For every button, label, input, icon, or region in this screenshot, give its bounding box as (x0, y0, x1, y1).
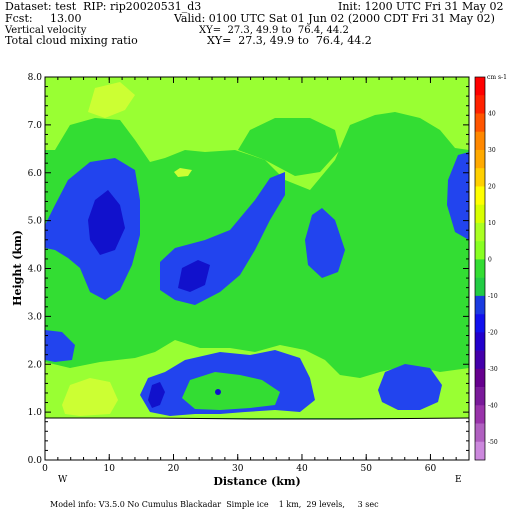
init-label: Init: 1200 UTC Fri 31 May 02 (338, 0, 504, 13)
colorbar-swatch (475, 222, 485, 242)
x-tick-label: 50 (360, 464, 372, 474)
downdraft-core (178, 260, 210, 292)
colorbar-swatch (475, 387, 485, 406)
colorbar-swatch (475, 259, 485, 278)
y-tick-label: 0.0 (28, 456, 43, 466)
terrain (45, 418, 469, 460)
colorbar-swatch (475, 168, 485, 187)
valid-label: Valid: 0100 UTC Sat 01 Jun 02 (2000 CDT … (174, 12, 495, 25)
colorbar-swatch (475, 314, 485, 333)
y-tick-labels: 0.0 1.0 2.0 3.0 4.0 5.0 6.0 7.0 8.0 (28, 73, 43, 466)
colorbar-unit: cm s-1 (487, 74, 507, 81)
colorbar-swatch (475, 368, 485, 388)
field2-xy: XY= 27.3, 49.9 to 76.4, 44.2 (207, 34, 372, 47)
field1-label: Vertical velocity (5, 25, 87, 36)
colorbar-labels: 40 30 20 10 0 -10 -20 -30 -40 -50 (488, 110, 498, 445)
downdraft-region (45, 330, 75, 362)
colorbar-swatch (475, 423, 485, 443)
updraft-core (62, 378, 118, 416)
colorbar-swatch (475, 113, 485, 133)
y-tick-label: 8.0 (28, 73, 43, 83)
dataset-label: Dataset: test RIP: rip20020531_d3 (5, 0, 202, 13)
colorbar-swatch (475, 441, 485, 461)
downdraft-region (378, 364, 442, 410)
terrain-outline (45, 417, 469, 420)
colorbar-level-label: 30 (488, 147, 496, 154)
model-info: Model info: V3.5.0 No Cumulus Blackadar … (50, 500, 379, 509)
colorbar-level-label: 40 (488, 110, 496, 117)
downdraft-core (215, 389, 221, 395)
colorbar-swatch (475, 149, 485, 169)
y-tick-label: 4.0 (28, 265, 43, 275)
colorbar-swatch (475, 405, 485, 424)
y-tick-label: 2.0 (28, 360, 43, 370)
colorbar-swatch (475, 332, 485, 351)
x-tick-label: 0 (42, 464, 48, 474)
contour-field (45, 77, 469, 460)
y-tick-label: 1.0 (28, 408, 43, 418)
x-axis-title: Distance (km) (213, 475, 300, 488)
colorbar-swatch (475, 350, 485, 370)
colorbar-level-label: 10 (488, 220, 496, 227)
downdraft-region (305, 208, 345, 278)
y-tick-label: 5.0 (28, 217, 43, 227)
field2-label: Total cloud mixing ratio (5, 34, 138, 47)
colorbar-level-label: -50 (488, 439, 498, 446)
colorbar-swatch (475, 295, 485, 315)
fcst-label: Fcst: 13.00 (5, 12, 82, 25)
colorbar-swatch (475, 204, 485, 224)
colorbar-level-label: 20 (488, 183, 496, 190)
x-tick-labels: 0 10 20 30 40 50 60 (42, 464, 436, 474)
colorbar-swatch (475, 131, 485, 151)
x-tick-label: 30 (232, 464, 244, 474)
axis-ticks (44, 76, 469, 461)
background-patch (182, 372, 280, 410)
x-tick-label: 60 (425, 464, 437, 474)
y-tick-label: 7.0 (28, 121, 43, 131)
x-end-label-right: E (455, 475, 462, 485)
field1-xy: XY= 27.3, 49.9 to 76.4, 44.2 (199, 25, 349, 36)
colorbar-frame (474, 76, 486, 461)
x-tick-label: 10 (104, 464, 116, 474)
colorbar-swatch (475, 77, 485, 96)
downdraft-region (447, 152, 469, 240)
colorbar-level-label: -40 (488, 402, 498, 409)
x-tick-label: 40 (296, 464, 308, 474)
colorbar-swatch (475, 241, 485, 260)
updraft-core (174, 168, 192, 177)
colorbar-level-label: -10 (488, 293, 498, 300)
colorbar (474, 76, 486, 461)
downdraft-core (148, 382, 165, 408)
colorbar-level-label: -30 (488, 366, 498, 373)
x-tick-label: 20 (168, 464, 180, 474)
y-tick-label: 3.0 (28, 312, 43, 322)
colorbar-level-label: 0 (488, 256, 492, 263)
updraft-core (88, 82, 135, 118)
downdraft-core (88, 190, 125, 255)
colorbar-swatch (475, 95, 485, 114)
colorbar-swatch (475, 277, 485, 297)
colorbar-level-label: -20 (488, 329, 498, 336)
colorbar-swatch (475, 186, 485, 205)
y-axis-title: Height (km) (11, 230, 24, 306)
y-tick-label: 6.0 (28, 169, 43, 179)
background-patch (238, 118, 340, 176)
x-end-label-left: W (58, 475, 68, 485)
